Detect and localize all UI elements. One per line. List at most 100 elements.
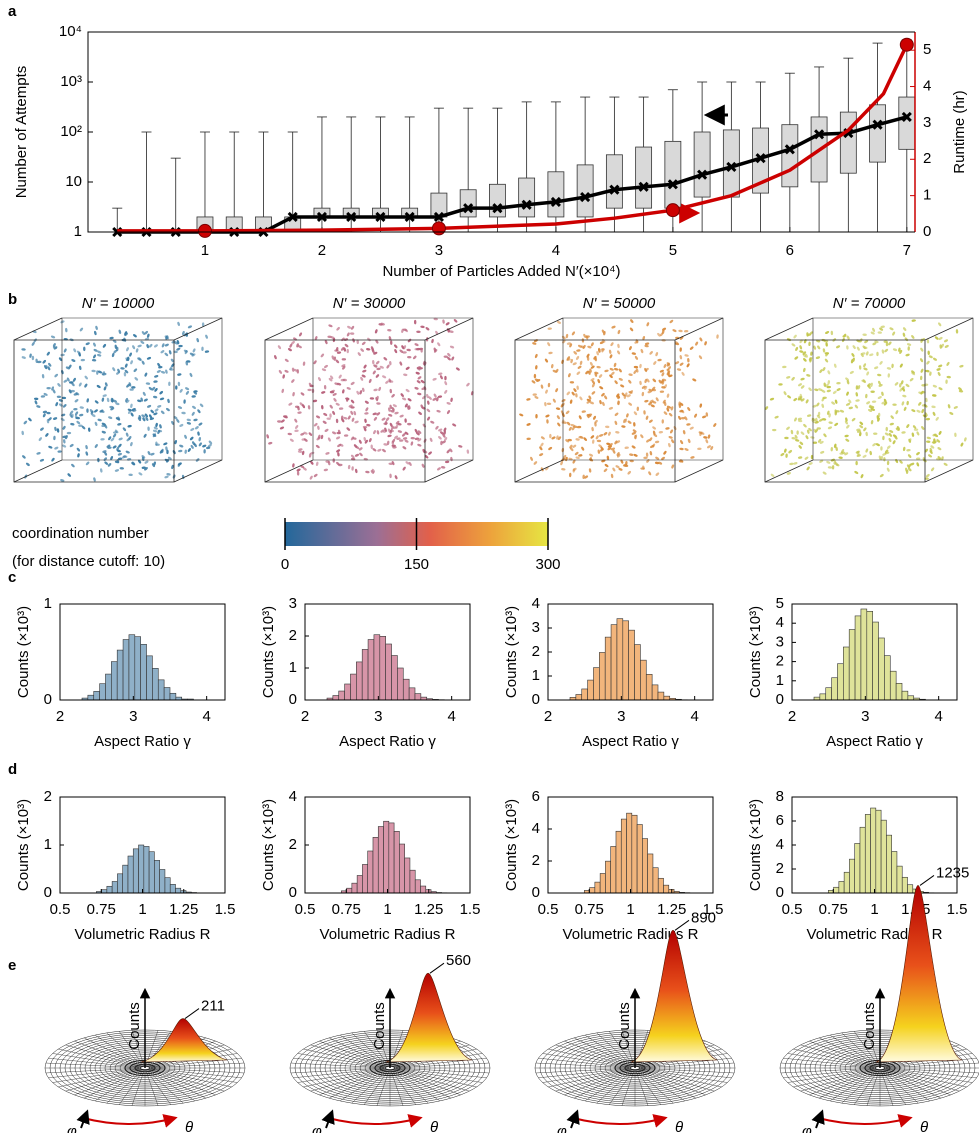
plot-frame (791, 603, 958, 701)
particle (808, 357, 813, 361)
particle (872, 327, 876, 332)
y-axis-label: Counts (×10³) (260, 799, 277, 891)
surface-mesh (293, 1068, 385, 1079)
particle (401, 433, 406, 437)
particle (806, 466, 810, 471)
particle (646, 322, 650, 327)
particle (586, 356, 590, 361)
particle (420, 380, 425, 384)
particle (360, 348, 364, 352)
surface-mesh (146, 1070, 172, 1105)
surface-mesh (819, 1069, 877, 1099)
bar (622, 620, 629, 701)
particle (797, 419, 803, 423)
particle (205, 446, 211, 450)
particle (420, 325, 425, 329)
particle (329, 413, 332, 418)
bar (404, 857, 411, 894)
x-tick-label: 1 (138, 901, 146, 918)
particle (193, 418, 198, 422)
particle (576, 355, 580, 360)
particle (384, 420, 388, 426)
particle (648, 419, 653, 423)
particle (124, 369, 129, 374)
particle (557, 436, 562, 441)
particle (164, 343, 169, 347)
x-tick-label: 1.25 (414, 901, 443, 918)
particle (699, 403, 703, 408)
particle (623, 418, 626, 424)
particle (29, 353, 32, 358)
particle (925, 473, 930, 478)
particle (124, 331, 128, 336)
particle (435, 330, 439, 335)
particle (834, 422, 839, 427)
particle (856, 346, 860, 351)
particle (374, 329, 378, 334)
particle (96, 370, 99, 375)
particle (31, 341, 35, 346)
particle (604, 463, 609, 468)
surface-mesh (885, 1068, 973, 1083)
bar (356, 875, 363, 894)
particle (31, 355, 35, 361)
particle (644, 385, 648, 390)
particle (426, 408, 431, 413)
particle (388, 462, 393, 465)
particle (628, 373, 633, 376)
particle (192, 441, 196, 446)
particle (646, 459, 650, 463)
particle (885, 341, 889, 347)
x-tick-label: 1.5 (215, 901, 236, 918)
particle (679, 336, 684, 340)
particle (431, 338, 434, 344)
particle (297, 345, 302, 349)
particle (391, 407, 395, 412)
particle (545, 414, 550, 418)
particle (846, 424, 850, 429)
x-tick-label: 5 (669, 242, 677, 259)
particle (113, 433, 117, 438)
particle (125, 450, 130, 454)
particle (880, 446, 883, 451)
particle (375, 360, 380, 365)
particle (176, 347, 181, 351)
particle (182, 330, 185, 336)
particle (93, 348, 98, 352)
bar (907, 884, 914, 894)
panel-label: c (8, 569, 16, 586)
particle (902, 387, 906, 392)
particle (152, 395, 158, 399)
particle (346, 332, 350, 337)
box (781, 124, 799, 188)
particle (144, 460, 149, 464)
particle (170, 358, 175, 363)
particle (444, 381, 448, 386)
box (664, 140, 682, 209)
particle (61, 396, 67, 400)
particle (652, 426, 657, 430)
bar (634, 644, 641, 701)
cube-edge (812, 317, 974, 461)
y2-tick-label: 5 (923, 41, 931, 58)
particle (827, 370, 831, 375)
particle (644, 378, 648, 384)
particle (449, 345, 455, 349)
particle (417, 392, 422, 396)
colorbar-tick-label: 0 (281, 556, 289, 573)
particle (336, 431, 341, 435)
particle (131, 462, 136, 466)
bar (338, 690, 345, 701)
particle (328, 377, 333, 382)
particle (613, 362, 617, 368)
particle (433, 347, 437, 352)
bar (164, 877, 171, 894)
bar (169, 884, 176, 894)
particle (526, 437, 531, 440)
particle (101, 397, 105, 402)
particle (589, 361, 593, 366)
particle (610, 342, 614, 347)
bar (610, 846, 617, 894)
bar (367, 850, 374, 894)
